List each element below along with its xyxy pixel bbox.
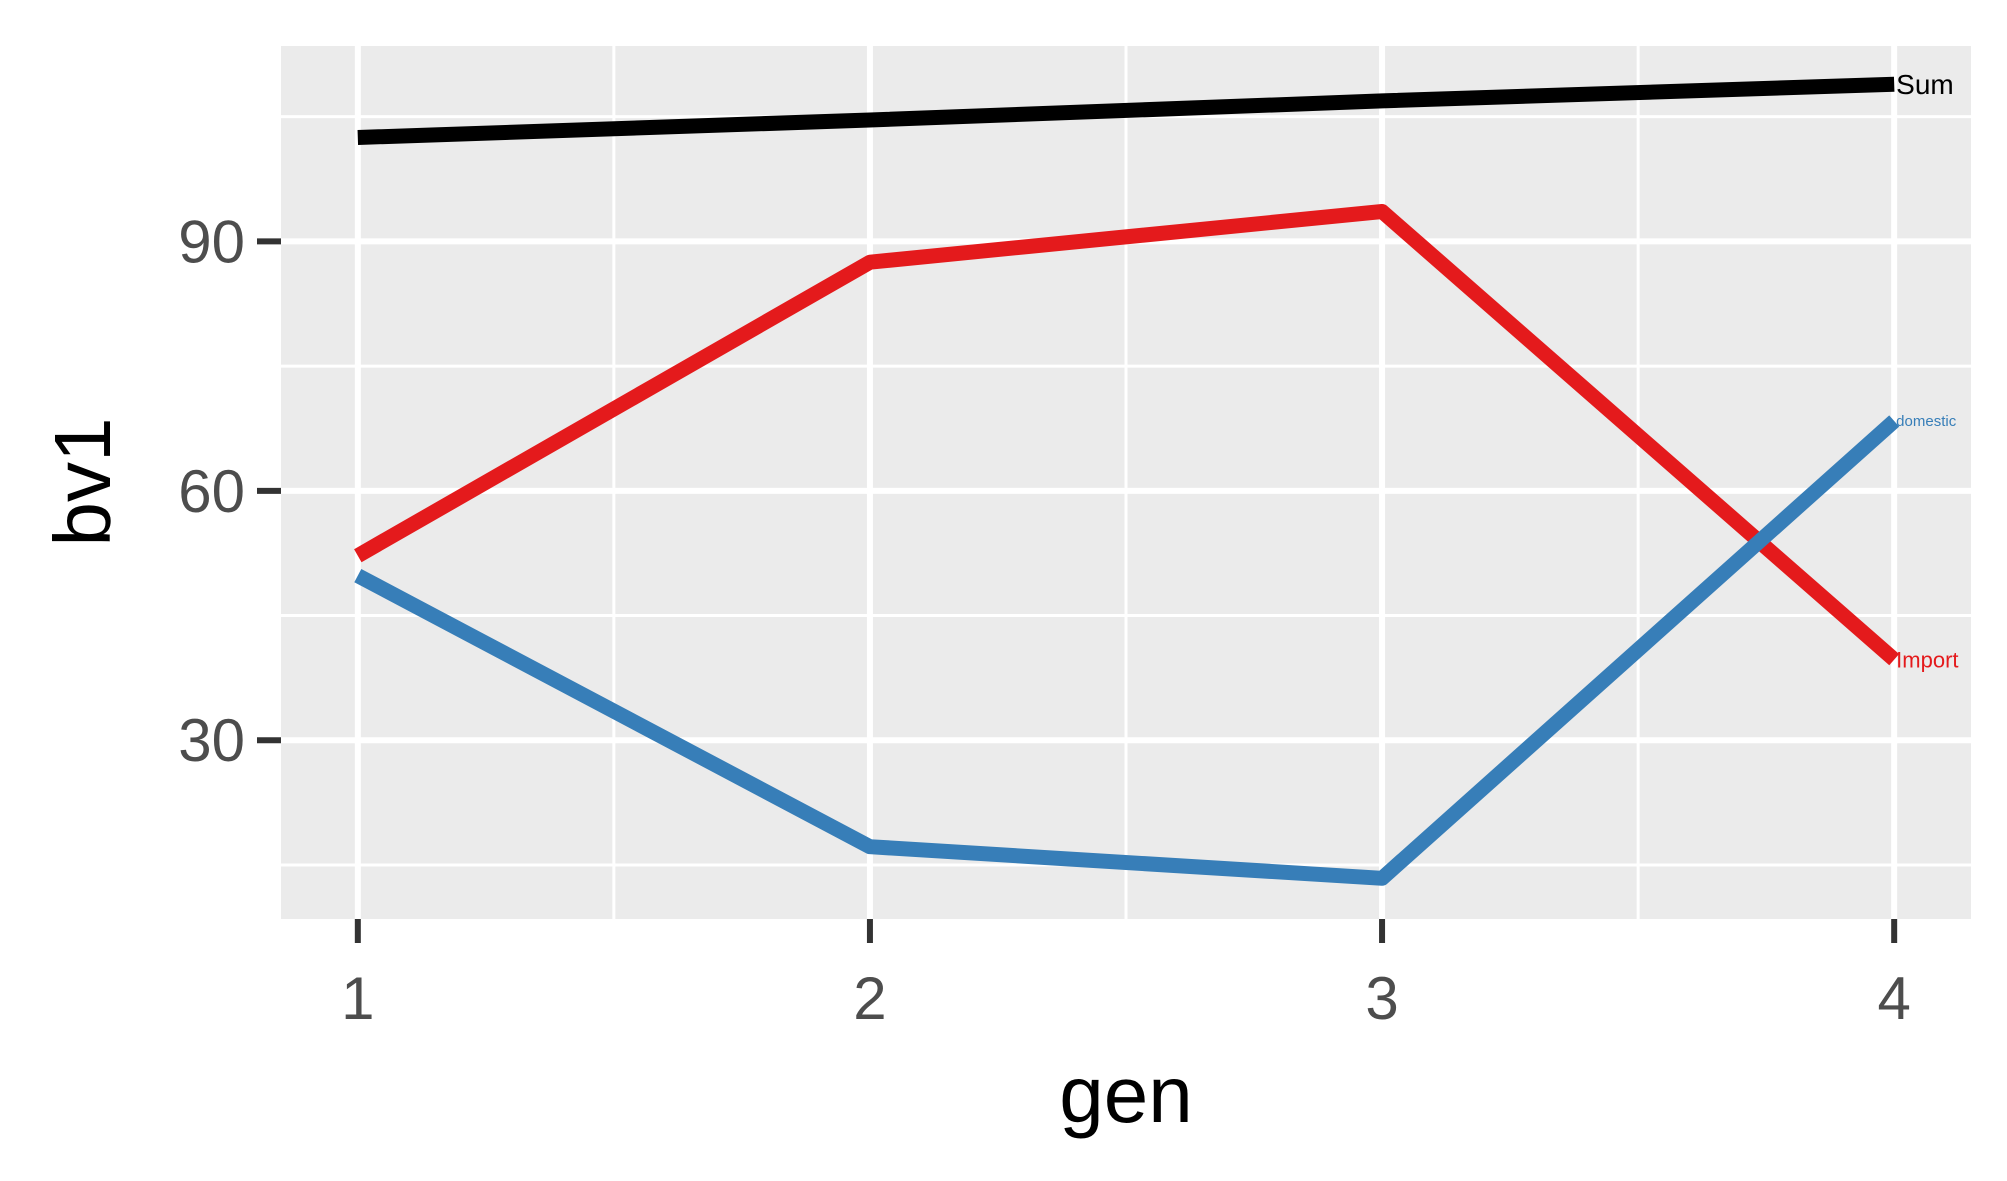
y-tick-label: 60: [178, 458, 245, 525]
y-axis-title: bv1: [38, 418, 127, 547]
series-label-domestic: domestic: [1896, 413, 1957, 430]
x-tick-label: 2: [853, 965, 886, 1032]
series-label-import: Import: [1896, 647, 1958, 672]
x-tick-label: 4: [1877, 965, 1910, 1032]
x-tick-label: 1: [341, 965, 374, 1032]
y-tick-label: 30: [178, 707, 245, 774]
axis-ticks: [257, 238, 1898, 943]
series-labels: Sum Import domestic: [1896, 69, 1958, 672]
series-line-domestic: [354, 415, 1900, 886]
series-line-import: [354, 204, 1900, 666]
series-lines: [354, 76, 1900, 886]
x-tick-label: 3: [1365, 965, 1398, 1032]
series-label-sum: Sum: [1896, 69, 1954, 100]
tick-labels: 1 2 3 4 30 60 90: [178, 208, 1911, 1032]
y-tick-label: 90: [178, 208, 245, 275]
series-line-sum: [357, 76, 1895, 145]
x-axis-title: gen: [1059, 1050, 1192, 1139]
